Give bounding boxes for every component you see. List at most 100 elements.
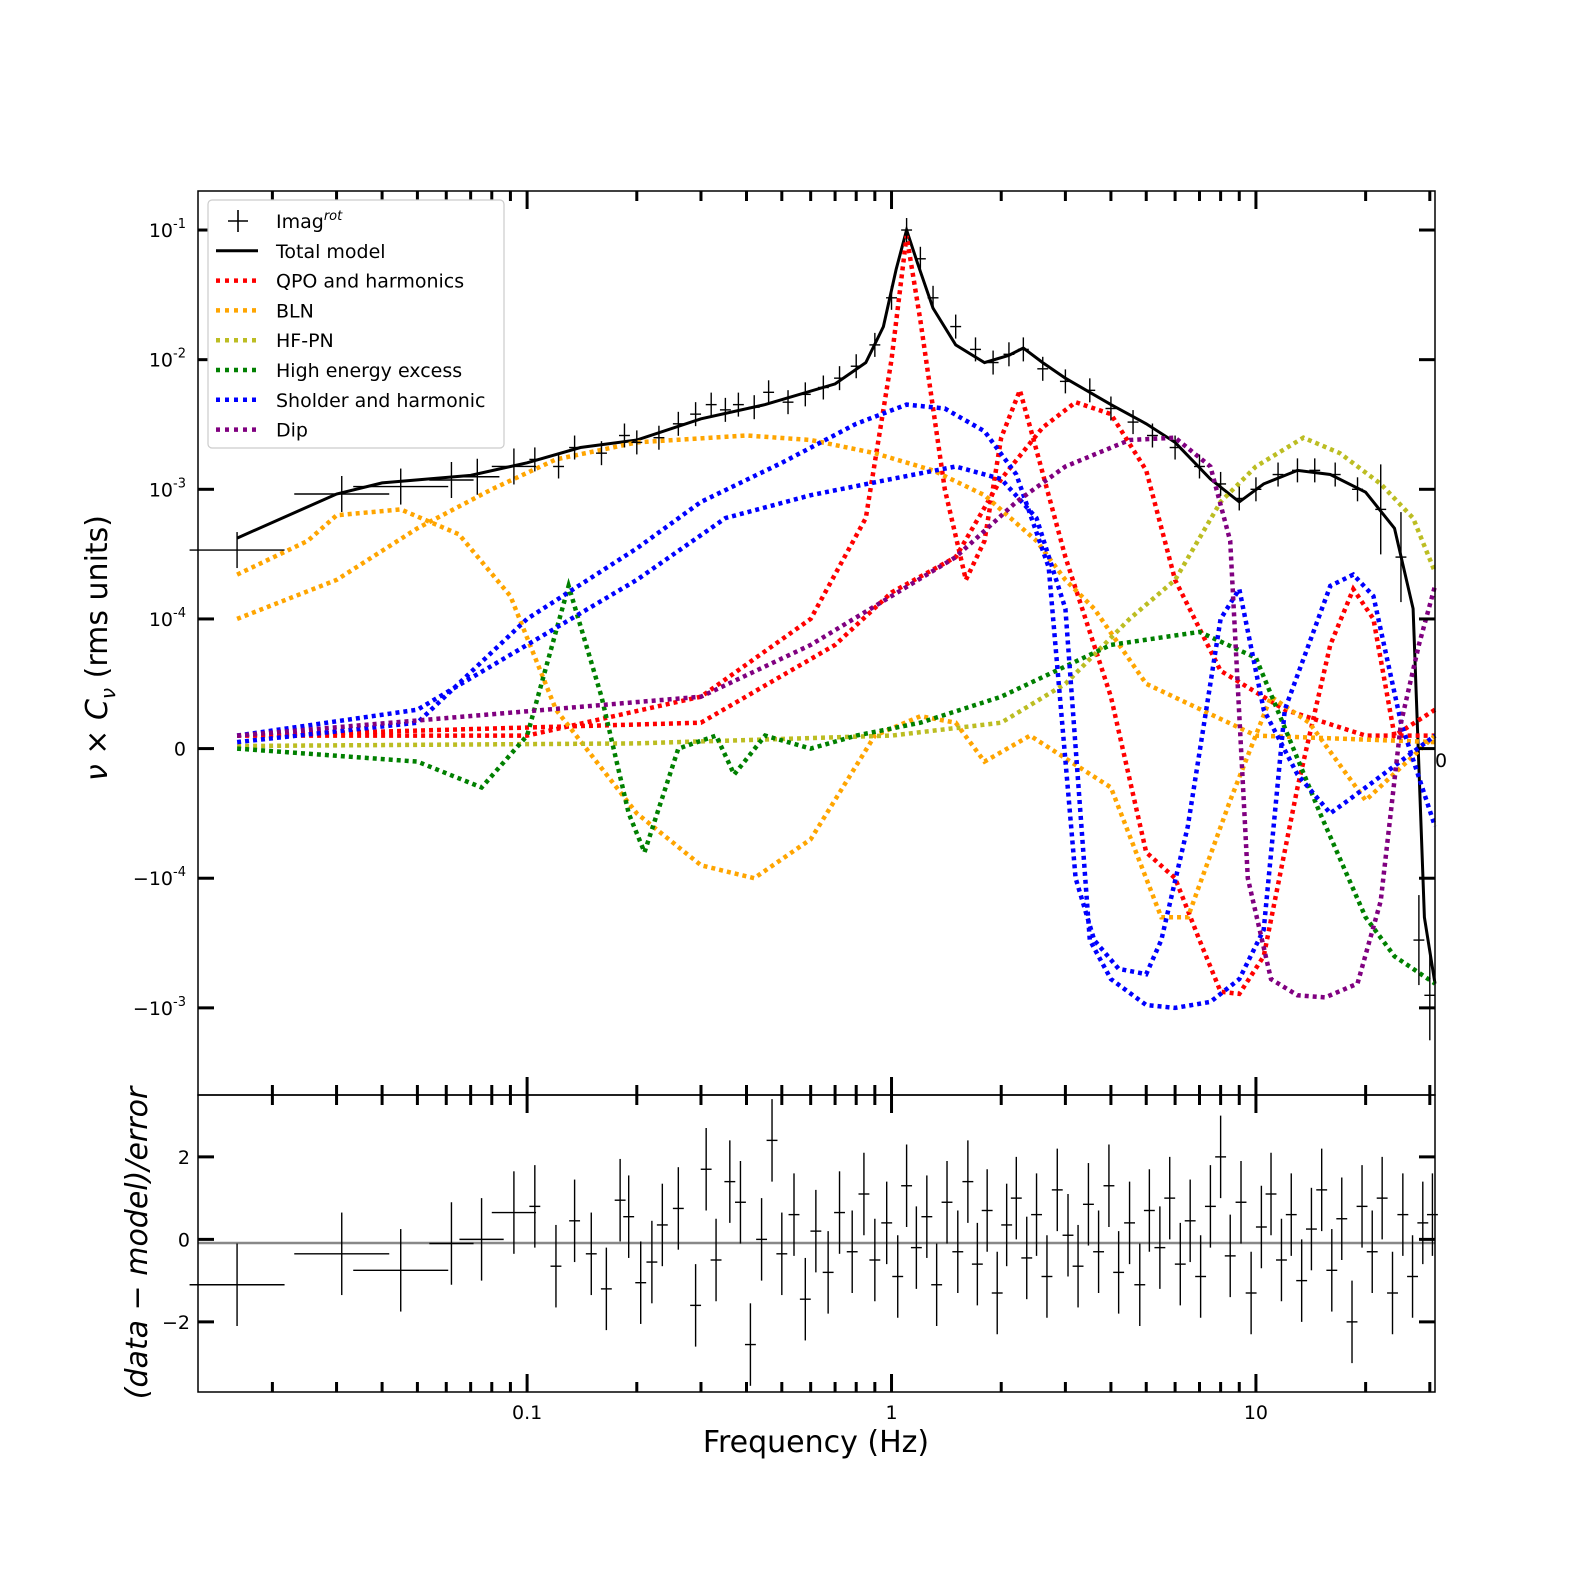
data-point: [1424, 950, 1436, 1041]
right-axis-zero-label: 0: [1435, 750, 1447, 772]
legend-item-hf-pn: HF-PN: [216, 330, 334, 352]
legend-item-dip: Dip: [216, 420, 308, 442]
legend-box: [207, 199, 505, 449]
legend-label: QPO and harmonics: [276, 271, 464, 293]
y-tick-label: −10-4: [133, 865, 186, 890]
data-point: [869, 332, 881, 357]
bottom-plot-frame: [197, 1094, 1436, 1393]
sholder-and-harmonic-2-curve: [236, 464, 1438, 1011]
legend-label: Total model: [275, 241, 386, 263]
residual-point: [1124, 1181, 1136, 1265]
data-point: [1413, 895, 1425, 986]
residual-y-tick-label: 2: [178, 1147, 190, 1169]
data-point: [1127, 410, 1139, 435]
residual-point: [952, 1210, 964, 1293]
residual-point: [735, 1161, 746, 1244]
residual-point: [1235, 1161, 1247, 1244]
legend-item-high-energy-excess: High energy excess: [216, 360, 462, 382]
data-point: [732, 392, 744, 417]
residual-point: [1051, 1148, 1063, 1232]
residual-point: [1417, 1181, 1429, 1265]
residual-point: [1072, 1224, 1084, 1308]
bottom-y-axis-title: (data − model)/error: [120, 1085, 155, 1399]
legend-label: Dip: [276, 420, 308, 442]
data-point: [970, 337, 981, 362]
legend-item-total-model: Total model: [216, 241, 386, 263]
data-point: [1272, 462, 1284, 487]
residual-point: [600, 1247, 612, 1331]
y-tick-label: 10-1: [149, 217, 186, 242]
top-panel: 10-1 10-2 10-3 10-4 0 −10-4 −10-3 0 Imagrot Tot…: [133, 190, 1447, 1096]
data-point: [886, 285, 897, 310]
data-point: [927, 285, 939, 310]
residual-point: [1426, 1173, 1438, 1256]
residual-point: [491, 1171, 537, 1254]
residual-point: [1204, 1165, 1216, 1248]
data-point: [1169, 435, 1181, 460]
data-point: [1292, 458, 1303, 483]
residual-point: [724, 1140, 736, 1223]
residual-point: [1296, 1239, 1308, 1322]
legend-label: BLN: [276, 300, 314, 322]
residual-point: [962, 1140, 974, 1223]
residual-point: [189, 1243, 285, 1326]
data-point: [1003, 342, 1015, 367]
residual-y-tick-label: 0: [178, 1229, 190, 1251]
data-point: [1395, 512, 1407, 603]
residual-point: [710, 1218, 722, 1302]
residual-point: [550, 1224, 562, 1308]
residual-point: [1366, 1210, 1378, 1293]
residual-point: [869, 1218, 881, 1302]
residual-point: [941, 1161, 953, 1244]
residual-y-tick-label: −2: [162, 1312, 190, 1334]
data-point: [1375, 464, 1387, 555]
residual-point: [1134, 1243, 1146, 1326]
data-point: [1329, 462, 1341, 487]
legend-item-imag: Imagrot: [228, 209, 343, 233]
residual-point: [690, 1264, 702, 1347]
y-tick-label: 0: [174, 739, 186, 761]
data-point: [950, 314, 962, 339]
residual-point: [614, 1158, 626, 1242]
data-point: [719, 397, 731, 422]
residual-point: [656, 1183, 668, 1267]
data-point: [653, 425, 665, 450]
residual-point: [569, 1179, 581, 1263]
data-point: [914, 246, 926, 271]
residual-point: [700, 1128, 712, 1211]
residual-point: [1093, 1210, 1105, 1293]
residual-point: [672, 1167, 684, 1250]
hf-pn-curve: [237, 435, 1438, 749]
residual-point: [766, 1099, 778, 1182]
y-tick-label: 10-4: [149, 606, 186, 631]
residual-point: [1326, 1229, 1338, 1312]
x-axis-title: Frequency (Hz): [703, 1425, 929, 1460]
residual-point: [991, 1251, 1003, 1335]
qpo-and-harmonics-2-curve: [237, 399, 1435, 738]
residual-point: [776, 1212, 788, 1296]
residual-point: [1164, 1156, 1176, 1240]
legend-label: HF-PN: [276, 330, 334, 352]
legend: Imagrot Total model QPO and harmonics BLN HF…: [207, 199, 505, 449]
residual-point: [623, 1175, 635, 1258]
residual-point: [1356, 1165, 1368, 1248]
residual-point: [892, 1235, 904, 1318]
residual-point: [1041, 1235, 1053, 1318]
residual-point: [635, 1241, 647, 1324]
residual-point: [529, 1165, 541, 1248]
residual-point: [1245, 1251, 1257, 1335]
residual-point: [788, 1173, 800, 1256]
residual-point: [429, 1202, 474, 1285]
legend-label: Imagrot: [276, 209, 343, 233]
residual-point: [1224, 1214, 1236, 1298]
residual-point: [822, 1231, 834, 1314]
data-point: [1215, 471, 1227, 496]
residual-points: [189, 1099, 1438, 1386]
data-point: [672, 411, 684, 436]
data-point: [596, 441, 607, 466]
residual-point: [1215, 1115, 1227, 1199]
residual-point: [1387, 1251, 1398, 1335]
data-point: [1250, 477, 1262, 502]
data-point: [817, 375, 829, 400]
